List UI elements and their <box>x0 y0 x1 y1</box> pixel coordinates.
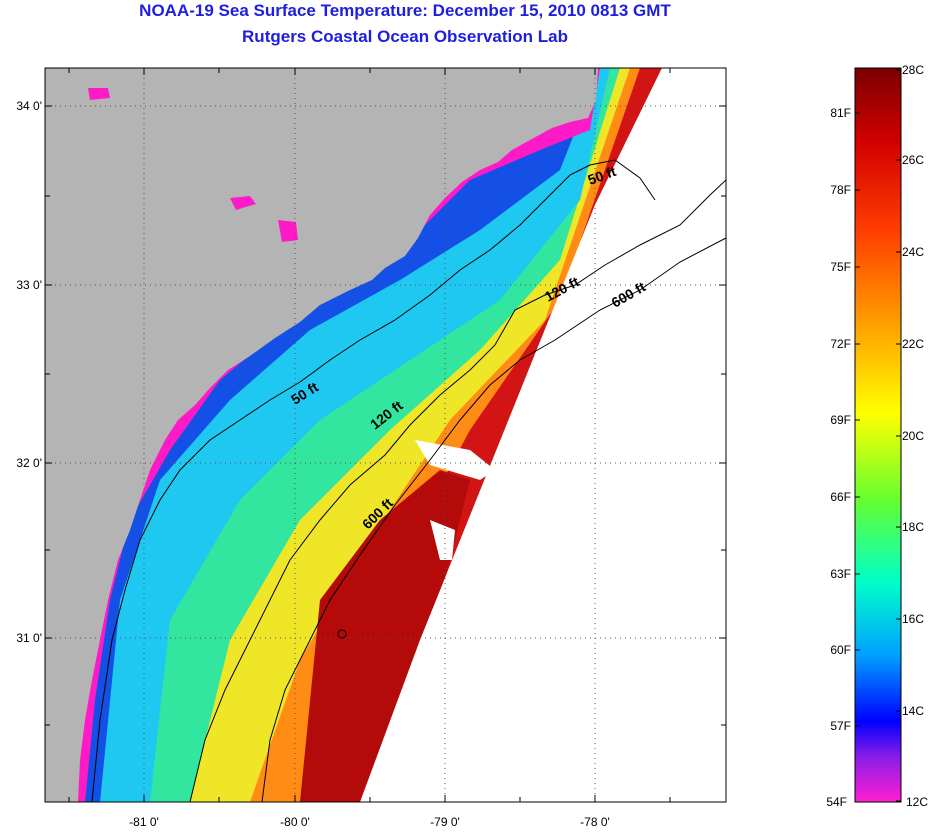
fahrenheit-label: 63F <box>830 567 851 581</box>
celsius-label: 14C <box>902 704 924 718</box>
lon-tick-label: -78 0' <box>580 815 610 829</box>
celsius-label: 20C <box>902 429 924 443</box>
celsius-label: 28C <box>902 63 924 77</box>
lat-tick-label: 32 0' <box>16 456 42 470</box>
fahrenheit-label: 81F <box>830 106 851 120</box>
lon-tick-label: -79 0' <box>430 815 460 829</box>
lat-tick-label: 33 0' <box>16 278 42 292</box>
lon-tick-label: -81 0' <box>129 815 159 829</box>
map-title: NOAA-19 Sea Surface Temperature: Decembe… <box>139 1 671 20</box>
fahrenheit-label: 54F <box>826 795 847 809</box>
fahrenheit-label: 69F <box>830 413 851 427</box>
fahrenheit-label: 66F <box>830 490 851 504</box>
contour-600ft <box>261 237 726 802</box>
latitude-labels: 34 0' 33 0' 32 0' 31 0' <box>16 99 42 645</box>
celsius-label: 18C <box>902 520 924 534</box>
fahrenheit-label: 60F <box>830 643 851 657</box>
celsius-label: 24C <box>902 245 924 259</box>
no-data-region <box>360 68 726 802</box>
fahrenheit-label: 72F <box>830 337 851 351</box>
fahrenheit-label: 57F <box>830 719 851 733</box>
depth-contours <box>91 159 726 802</box>
contour-120ft <box>189 179 726 802</box>
celsius-label: 16C <box>902 612 924 626</box>
fahrenheit-label: 75F <box>830 260 851 274</box>
axis-ticks <box>45 68 726 802</box>
fahrenheit-label: 78F <box>830 183 851 197</box>
celsius-label: 26C <box>902 153 924 167</box>
celsius-label: 22C <box>902 337 924 351</box>
map-subtitle: Rutgers Coastal Ocean Observation Lab <box>242 27 568 46</box>
map-area: 50 ft 50 ft 120 ft 120 ft 600 ft 600 ft <box>45 68 726 802</box>
map-frame <box>44 67 727 803</box>
colorbar-scale <box>854 67 902 803</box>
longitude-labels: -81 0' -80 0' -79 0' -78 0' <box>129 815 610 829</box>
buoy-marker <box>337 629 347 639</box>
contour-50ft <box>91 159 656 802</box>
land <box>45 68 598 802</box>
lon-tick-label: -80 0' <box>280 815 310 829</box>
graticule <box>45 68 726 802</box>
celsius-label: 12C <box>906 795 928 809</box>
colorbar: 28C 26C 24C 22C 20C 18C 16C 14C 12C 81F … <box>826 63 928 809</box>
lat-tick-label: 31 0' <box>16 631 42 645</box>
lat-tick-label: 34 0' <box>16 99 42 113</box>
